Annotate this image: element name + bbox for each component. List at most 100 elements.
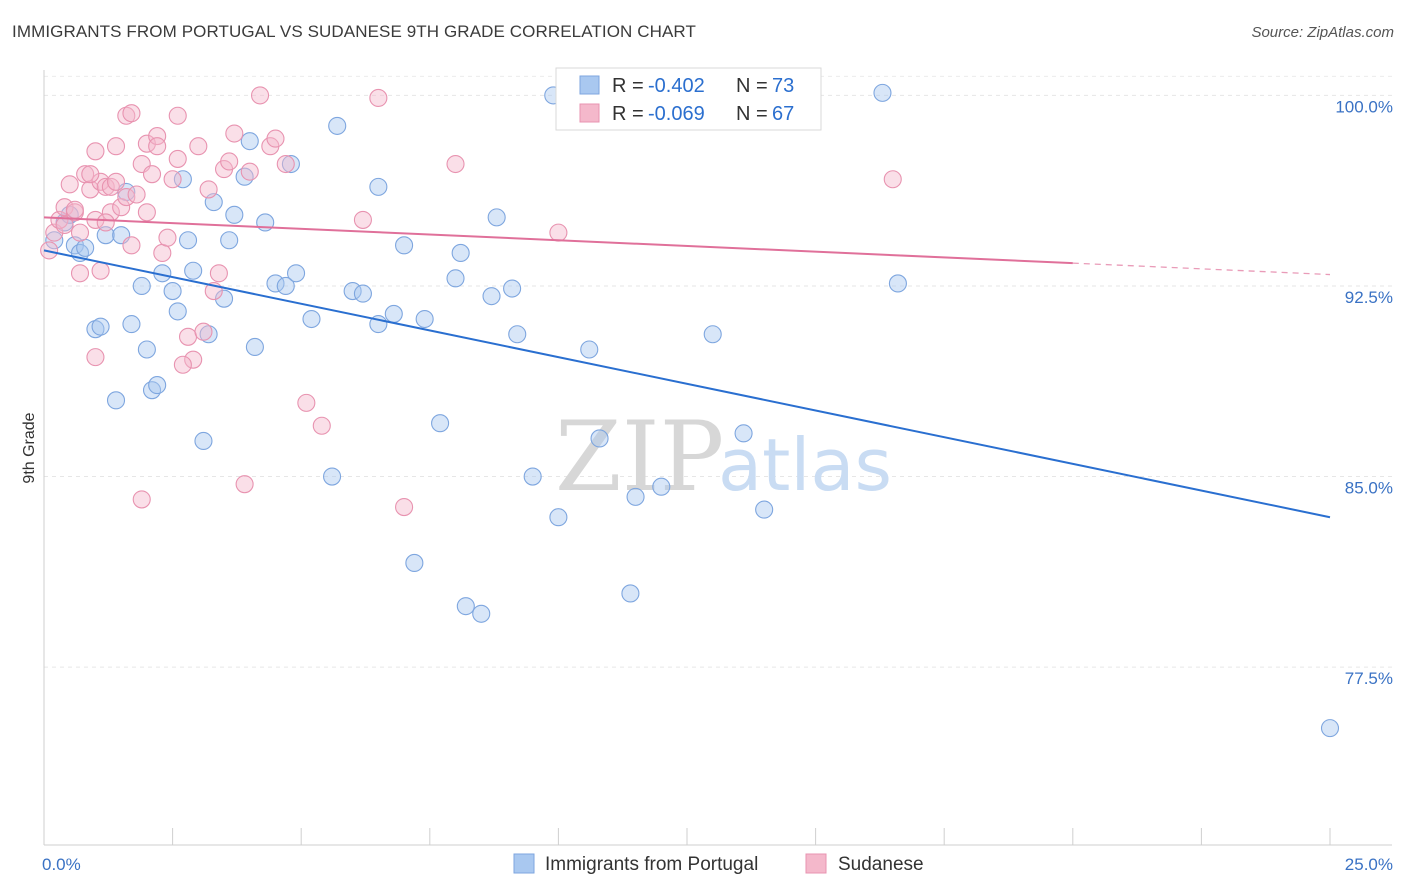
point-sudanese (96, 213, 115, 232)
point-sudanese (235, 475, 254, 494)
point-portugal (549, 508, 568, 527)
point-portugal (405, 553, 424, 573)
point-portugal (266, 274, 285, 293)
point-sudanese (96, 177, 115, 196)
point-sudanese (178, 327, 198, 346)
point-sudanese (369, 88, 388, 108)
point-sudanese (173, 355, 192, 374)
point-portugal (106, 391, 126, 410)
point-sudanese (189, 137, 208, 156)
point-sudanese (220, 152, 239, 171)
point-portugal (76, 238, 95, 257)
watermark: ZIP atlas (555, 401, 892, 513)
point-sudanese (225, 124, 244, 143)
point-portugal (523, 467, 542, 486)
point-portugal (621, 584, 640, 603)
stats-legend-box (555, 67, 822, 131)
point-portugal (137, 340, 156, 359)
legend-r-value-portugal: -0.402 (648, 75, 705, 97)
point-sudanese (549, 223, 568, 242)
point-portugal (626, 487, 645, 506)
point-portugal (214, 289, 234, 308)
legend-r-value-sudanese: -0.069 (648, 103, 705, 125)
point-sudanese (168, 149, 187, 168)
axes (43, 70, 1392, 846)
point-sudanese (132, 490, 151, 509)
point-portugal (384, 304, 403, 323)
point-portugal (472, 604, 491, 623)
point-portugal (173, 170, 192, 189)
y-axis-label: 9th Grade (21, 412, 38, 483)
point-sudanese (81, 180, 100, 199)
point-sudanese (199, 180, 218, 199)
point-sudanese (168, 106, 187, 125)
point-sudanese (158, 228, 177, 247)
point-sudanese (137, 134, 156, 153)
source-label: Source: ZipAtlas.com (1251, 24, 1394, 41)
point-sudanese (312, 416, 331, 435)
point-portugal (194, 431, 213, 451)
point-portugal (163, 282, 182, 301)
point-sudanese (86, 348, 105, 367)
point-sudanese (446, 154, 465, 174)
point-portugal (122, 315, 141, 334)
point-portugal (343, 282, 362, 301)
point-portugal (487, 208, 506, 227)
point-sudanese (395, 497, 414, 517)
legend-r-label-sudanese: R = (612, 103, 644, 125)
point-portugal (652, 477, 671, 496)
point-portugal (96, 226, 115, 245)
point-portugal (235, 167, 254, 186)
tick-labels: 100.0% 92.5% 85.0% 77.5% 0.0% 25.0% (42, 97, 1393, 874)
series-legend-label-portugal: Immigrants from Portugal (545, 854, 758, 875)
point-portugal (415, 309, 434, 329)
point-sudanese (142, 165, 162, 184)
point-sudanese (55, 198, 74, 217)
point-sudanese (266, 129, 285, 148)
y-tick-label: 100.0% (1335, 97, 1393, 116)
point-portugal (281, 154, 300, 174)
point-sudanese (117, 106, 136, 125)
y-tick-label: 77.5% (1345, 669, 1393, 688)
legend-swatch-portugal (579, 75, 600, 95)
point-portugal (395, 236, 414, 255)
point-sudanese (40, 241, 59, 260)
series-legend-label-sudanese: Sudanese (838, 854, 924, 875)
legend-n-value-portugal: 73 (772, 75, 794, 97)
point-portugal (755, 500, 774, 519)
watermark-atlas: atlas (718, 423, 892, 507)
x-tick-label: 0.0% (42, 855, 81, 874)
point-sudanese (91, 261, 110, 280)
trend-lines (43, 216, 1331, 519)
point-sudanese (297, 393, 316, 412)
point-sudanese (70, 264, 90, 283)
point-portugal (45, 231, 64, 250)
point-sudanese (65, 200, 84, 219)
point-sudanese (250, 86, 270, 105)
point-portugal (86, 320, 105, 339)
series-legend: Immigrants from Portugal Sudanese (513, 853, 924, 875)
point-portugal (91, 317, 110, 336)
series-legend-swatch-portugal (513, 853, 535, 874)
point-portugal (369, 177, 388, 196)
point-sudanese (148, 127, 167, 146)
point-sudanese (127, 185, 146, 204)
point-portugal (132, 276, 151, 296)
point-portugal (142, 381, 162, 400)
legend-n-label-portugal: N = (736, 75, 768, 97)
point-sudanese (153, 243, 172, 263)
y-tick-label: 85.0% (1345, 479, 1393, 498)
legend-n-value-sudanese: 67 (772, 103, 794, 125)
point-portugal (353, 284, 372, 303)
point-portugal (178, 231, 198, 250)
point-portugal (1320, 719, 1340, 738)
point-sudanese (106, 172, 126, 191)
point-sudanese (91, 172, 110, 191)
trend-line-portugal (43, 249, 1331, 519)
point-sudanese (60, 175, 79, 194)
point-portugal (199, 325, 218, 344)
point-portugal (287, 264, 306, 283)
point-portugal (888, 274, 907, 293)
point-portugal (431, 414, 450, 433)
